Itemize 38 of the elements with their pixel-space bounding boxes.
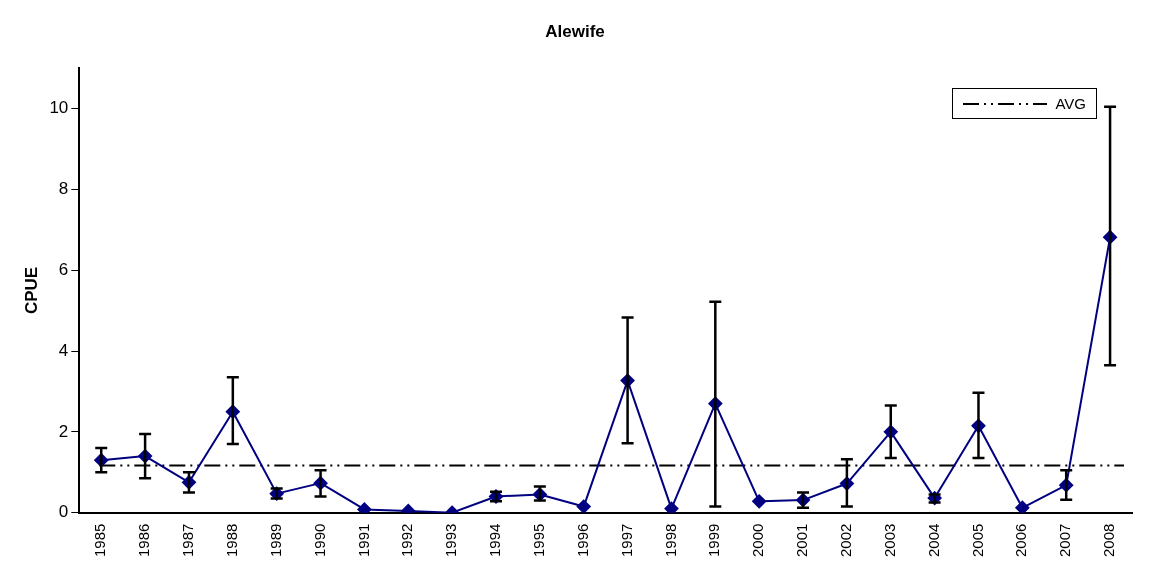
x-tick-label: 1986	[135, 523, 153, 558]
y-tick-label: 8	[58, 179, 69, 199]
x-tick-label: 1989	[266, 523, 284, 558]
point	[752, 494, 767, 509]
x-tick-label: 1996	[573, 523, 591, 558]
x-tick-label: 2000	[749, 523, 767, 558]
x-tick-label: 1997	[617, 523, 635, 558]
ref-line-label: AVG	[1055, 95, 1086, 112]
point	[664, 501, 679, 513]
x-tick-label: 2001	[793, 523, 811, 558]
y-tick-label: 6	[58, 260, 69, 280]
point	[576, 499, 591, 513]
x-tick-label: 1991	[354, 523, 372, 558]
x-tick-label: 1987	[179, 523, 197, 558]
x-tick-label: 1992	[398, 523, 416, 558]
x-tick-label: 1998	[661, 523, 679, 558]
x-tick-label: 1994	[486, 523, 504, 558]
y-tick-label: 4	[58, 340, 69, 360]
chart-title: Alewife	[545, 21, 605, 41]
x-tick-label: 1999	[705, 523, 723, 558]
y-tick-label: 2	[58, 421, 69, 441]
x-tick-label: 2007	[1056, 523, 1074, 558]
point	[357, 502, 372, 513]
y-axis-title: CPUE	[21, 266, 41, 315]
y-tick-label: 10	[49, 98, 69, 118]
point	[1015, 500, 1030, 513]
y-tick-label: 0	[58, 502, 69, 522]
x-tick-label: 2002	[837, 523, 855, 558]
x-tick-label: 2005	[968, 523, 986, 558]
x-tick-label: 1990	[310, 523, 328, 558]
x-tick-label: 1995	[530, 523, 547, 558]
x-tick-label: 2008	[1100, 523, 1118, 558]
x-tick-label: 1985	[91, 523, 109, 558]
x-tick-label: 2003	[880, 523, 898, 558]
x-tick-label: 2004	[924, 523, 942, 558]
x-tick-label: 2006	[1012, 523, 1030, 558]
x-tick-label: 1993	[442, 523, 460, 558]
x-tick-label: 1988	[222, 523, 240, 558]
